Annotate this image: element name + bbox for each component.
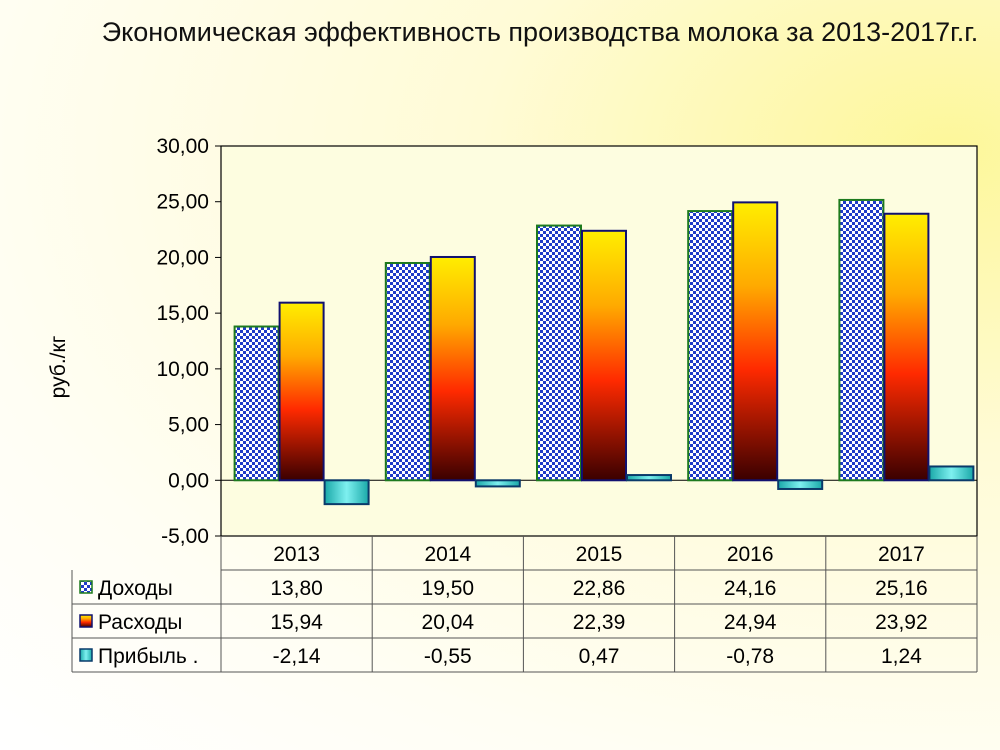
table-value: 23,92 xyxy=(875,611,928,634)
x-category-label: 2016 xyxy=(727,543,774,566)
table-value: 0,47 xyxy=(579,645,620,668)
profit-bar xyxy=(474,479,521,488)
y-tick-label: 30,00 xyxy=(156,135,209,158)
table-value: 15,94 xyxy=(270,611,323,634)
profit-bar xyxy=(323,479,370,506)
table-value: 22,39 xyxy=(573,611,626,634)
expense-bar xyxy=(581,229,627,482)
income-bar xyxy=(384,262,431,482)
legend-series-name: Доходы xyxy=(98,577,173,600)
table-value: 13,80 xyxy=(270,577,323,600)
x-category-label: 2013 xyxy=(273,543,320,566)
table-value: 22,86 xyxy=(573,577,626,600)
legend-key xyxy=(79,648,93,662)
y-tick-label: 25,00 xyxy=(156,191,209,214)
expense-bar xyxy=(732,201,779,482)
income-bar xyxy=(233,325,280,482)
table-value: -0,78 xyxy=(726,645,774,668)
table-value: 19,50 xyxy=(422,577,475,600)
legend-series-name: Прибыль . xyxy=(98,645,199,668)
table-value: -2,14 xyxy=(273,645,321,668)
income-bar xyxy=(536,224,582,482)
income-bar xyxy=(838,198,885,482)
table-value: -0,55 xyxy=(424,645,472,668)
profit-bar xyxy=(777,479,824,490)
profit-bar xyxy=(928,465,975,482)
expense-bar xyxy=(883,212,930,482)
x-category-label: 2014 xyxy=(424,543,471,566)
profit-bar xyxy=(626,474,672,482)
expense-bar xyxy=(278,301,325,482)
x-category-label: 2015 xyxy=(576,543,623,566)
x-category-label: 2017 xyxy=(878,543,925,566)
y-tick-label: 5,00 xyxy=(168,414,209,437)
table-value: 20,04 xyxy=(422,611,475,634)
table-value: 1,24 xyxy=(881,645,922,668)
table-value: 24,94 xyxy=(724,611,777,634)
chart-title: Экономическая эффективность производства… xyxy=(101,17,979,47)
y-tick-label: 15,00 xyxy=(156,302,209,325)
table-value: 25,16 xyxy=(875,577,928,600)
y-tick-label: 0,00 xyxy=(168,469,209,492)
legend-key xyxy=(79,580,93,594)
income-bar xyxy=(687,210,734,482)
expense-bar xyxy=(429,255,476,482)
legend-series-name: Расходы xyxy=(98,611,182,634)
legend-key xyxy=(79,614,93,628)
table-value: 24,16 xyxy=(724,577,777,600)
y-tick-label: 20,00 xyxy=(156,246,209,269)
y-tick-label: -5,00 xyxy=(161,525,209,548)
y-tick-label: 10,00 xyxy=(156,358,209,381)
